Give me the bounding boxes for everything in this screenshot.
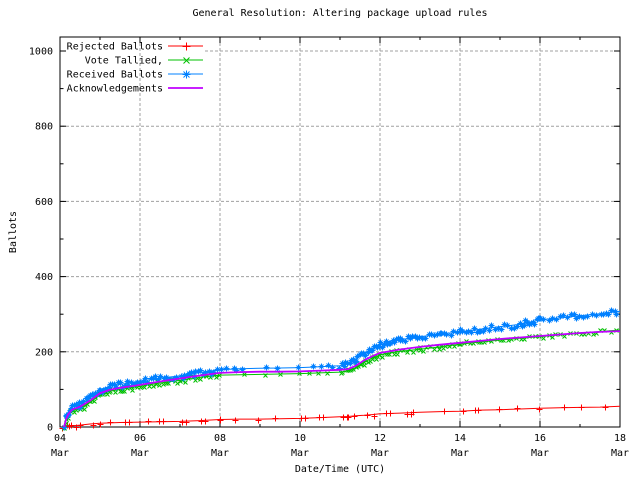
y-tick-label: 600 <box>35 197 53 208</box>
y-tick-label: 0 <box>47 423 53 434</box>
x-tick-label-day: 06 <box>134 433 146 444</box>
x-tick-label-month: Mar <box>531 448 549 459</box>
x-tick-label-month: Mar <box>131 448 149 459</box>
x-tick-label-day: 12 <box>374 433 386 444</box>
x-tick-label-day: 10 <box>294 433 306 444</box>
legend-marker-asterisk-icon <box>182 70 191 79</box>
y-tick-label: 400 <box>35 272 53 283</box>
x-tick-label-month: Mar <box>611 448 629 459</box>
y-axis-label: Ballots <box>8 210 19 254</box>
x-axis-label: Date/Time (UTC) <box>294 464 386 475</box>
legend-label-acknowledgements: Acknowledgements <box>67 84 163 95</box>
x-tick-label-day: 18 <box>614 433 626 444</box>
y-tick-label: 800 <box>35 122 53 133</box>
series-line-acknowledgements <box>63 330 621 428</box>
legend-marker-plus-icon <box>182 42 191 51</box>
x-tick-label-month: Mar <box>371 448 389 459</box>
chart-title: General Resolution: Altering package upl… <box>192 8 488 19</box>
legend-label-vote-tallied: Vote Tallied, <box>85 56 163 67</box>
legend-label-received-ballots: Received Ballots <box>67 70 163 81</box>
y-tick-label: 1000 <box>29 47 53 58</box>
legend-label-rejected-ballots: Rejected Ballots <box>67 42 163 53</box>
y-tick-label: 200 <box>35 347 53 358</box>
x-tick-label-day: 04 <box>54 433 66 444</box>
x-tick-label-day: 16 <box>534 433 546 444</box>
x-tick-label-day: 08 <box>214 433 226 444</box>
x-tick-label-month: Mar <box>211 448 229 459</box>
x-tick-label-month: Mar <box>451 448 469 459</box>
legend-marker-cross-icon <box>183 57 190 64</box>
x-tick-label-month: Mar <box>291 448 309 459</box>
x-tick-label-day: 14 <box>454 433 466 444</box>
x-tick-label-month: Mar <box>51 448 69 459</box>
series-markers-rejected-ballots <box>59 404 609 432</box>
